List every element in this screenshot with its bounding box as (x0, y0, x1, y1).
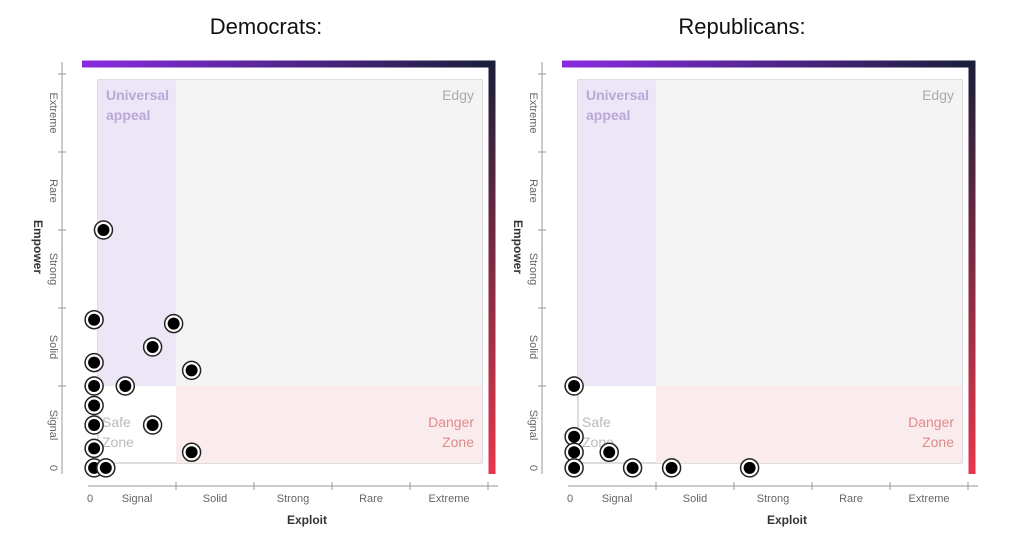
x-tick-label: Extreme (909, 493, 950, 505)
x-tick-label: Rare (839, 493, 863, 505)
x-tick-label: 0 (567, 493, 573, 505)
data-point-dot (568, 430, 581, 443)
data-point-dot (568, 446, 581, 459)
data-point (96, 458, 116, 478)
data-point-dot (626, 461, 639, 474)
data-point (564, 426, 584, 447)
region-label-edgy: Edgy (922, 87, 954, 103)
y-axis-title: Empower (31, 220, 45, 274)
y-tick-label: Rare (47, 179, 59, 203)
data-point-dot (185, 364, 198, 377)
chart-title-democrats: Democrats: (209, 14, 323, 39)
region-label-edgy: Edgy (442, 87, 474, 103)
y-tick-label: Solid (47, 335, 59, 359)
data-point-dot (743, 461, 756, 474)
x-tick-label: Strong (757, 493, 789, 505)
chart-title-republicans: Republicans: (678, 14, 806, 39)
y-tick-label: Strong (47, 253, 59, 285)
region-label-danger-2: Zone (442, 434, 474, 450)
y-axis-title: Empower (511, 220, 525, 274)
region-label-danger-1: Danger (428, 414, 474, 430)
data-point-dot (119, 380, 132, 392)
x-axis-title: Exploit (767, 513, 807, 527)
region-edgy (176, 80, 482, 386)
data-point (599, 442, 619, 463)
region-label-universal-2: appeal (106, 107, 150, 123)
data-point-dot (167, 317, 180, 330)
data-point-dot (88, 399, 101, 412)
data-point-dot (185, 446, 198, 459)
data-point (181, 442, 202, 463)
y-tick-label: Signal (47, 410, 59, 441)
region-label-universal-1: Universal (586, 87, 649, 103)
data-point-dot (99, 461, 112, 474)
data-point-dot (568, 461, 581, 474)
x-tick-label: Signal (602, 493, 633, 505)
y-tick-label: Strong (527, 253, 539, 285)
data-point-dot (88, 442, 101, 455)
data-point (661, 458, 682, 478)
data-point (163, 313, 184, 334)
region-edgy (656, 80, 962, 386)
region-danger-zone (656, 386, 962, 463)
region-label-universal-1: Universal (106, 87, 169, 103)
data-point-dot (88, 419, 101, 431)
data-point-dot (146, 419, 159, 431)
data-point (93, 220, 114, 240)
x-tick-label: Solid (203, 493, 227, 505)
y-tick-label: 0 (527, 465, 539, 471)
y-tick-label: Solid (527, 335, 539, 359)
data-point (84, 415, 104, 435)
y-tick-label: Rare (527, 179, 539, 203)
frame-top-right (562, 60, 976, 474)
data-point (564, 458, 584, 478)
data-point (564, 376, 584, 396)
data-point-dot (146, 341, 159, 353)
x-tick-label: Signal (122, 493, 153, 505)
x-axis-title: Exploit (287, 513, 327, 527)
data-point (84, 395, 104, 416)
frame-top-right (82, 60, 496, 474)
x-tick-label: Extreme (429, 493, 470, 505)
region-label-safe-2: Zone (102, 434, 134, 450)
data-point (84, 376, 104, 396)
y-tick-label: Signal (527, 410, 539, 441)
data-point (142, 337, 163, 357)
chart-democrats: Universal appeal Edgy Danger Zone Safe Zone 0 Si… (31, 60, 498, 527)
y-tick-label: Extreme (527, 93, 539, 134)
data-point-dot (665, 461, 678, 474)
region-universal-appeal (578, 80, 656, 386)
data-point (181, 360, 202, 381)
x-tick-label: Strong (277, 493, 309, 505)
region-label-danger-2: Zone (922, 434, 954, 450)
data-point (84, 438, 104, 459)
data-point (142, 415, 163, 435)
region-label-safe-1: Safe (102, 414, 131, 430)
data-point (115, 376, 136, 396)
data-point-dot (88, 313, 101, 326)
data-point-dot (568, 380, 581, 392)
data-point-dot (603, 446, 616, 459)
y-tick-label: 0 (47, 465, 59, 471)
x-tick-label: 0 (87, 493, 93, 505)
data-point (84, 309, 104, 330)
data-point-dot (97, 224, 110, 236)
region-label-universal-2: appeal (586, 107, 630, 123)
x-tick-label: Solid (683, 493, 707, 505)
region-danger-zone (176, 386, 482, 463)
data-point (622, 458, 643, 478)
data-point-dot (88, 380, 101, 392)
x-tick-label: Rare (359, 493, 383, 505)
data-point-dot (88, 356, 101, 369)
region-label-safe-1: Safe (582, 414, 611, 430)
region-label-danger-1: Danger (908, 414, 954, 430)
data-point (739, 458, 760, 478)
data-point (84, 352, 104, 373)
y-tick-label: Extreme (47, 93, 59, 134)
